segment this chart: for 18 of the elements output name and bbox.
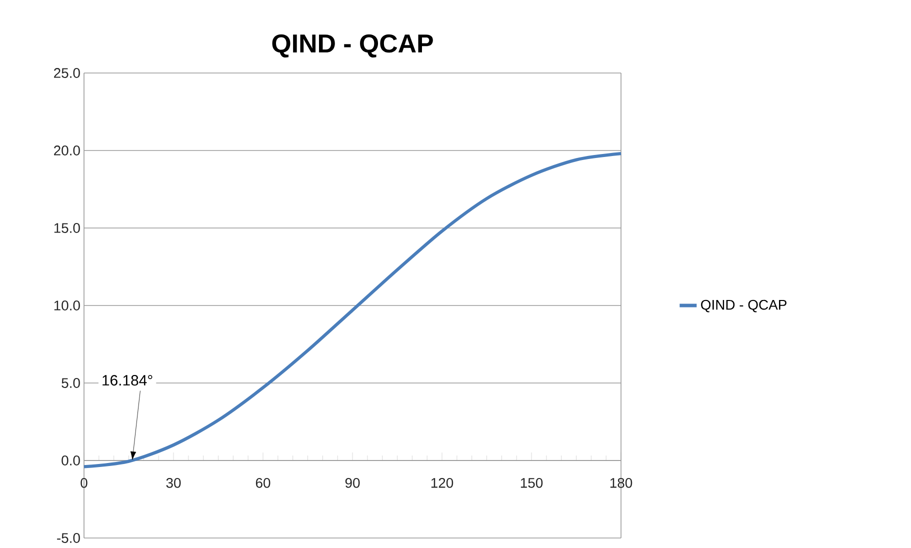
y-tick-label: -5.0 [57, 533, 80, 543]
y-tick-label: 0.0 [62, 456, 80, 466]
x-tick-label: 90 [345, 478, 360, 488]
chart-title: QIND - QCAP [272, 34, 433, 58]
y-tick-label: 5.0 [62, 378, 80, 388]
y-tick-label: 15.0 [54, 223, 80, 233]
legend-label: QIND - QCAP [701, 300, 786, 312]
y-tick-label: 25.0 [54, 68, 80, 78]
y-tick-label: 20.0 [54, 146, 80, 156]
annotation: 16.184° [102, 374, 152, 386]
x-tick-label: 60 [256, 478, 270, 488]
x-tick-label: 30 [166, 478, 181, 488]
line-series [82, 152, 623, 468]
x-tick-label: 180 [610, 478, 632, 488]
y-tick-label: 10.0 [54, 300, 80, 310]
x-tick-label: 0 [80, 478, 88, 488]
x-tick-label: 120 [431, 478, 454, 488]
x-tick-label: 150 [520, 478, 543, 488]
